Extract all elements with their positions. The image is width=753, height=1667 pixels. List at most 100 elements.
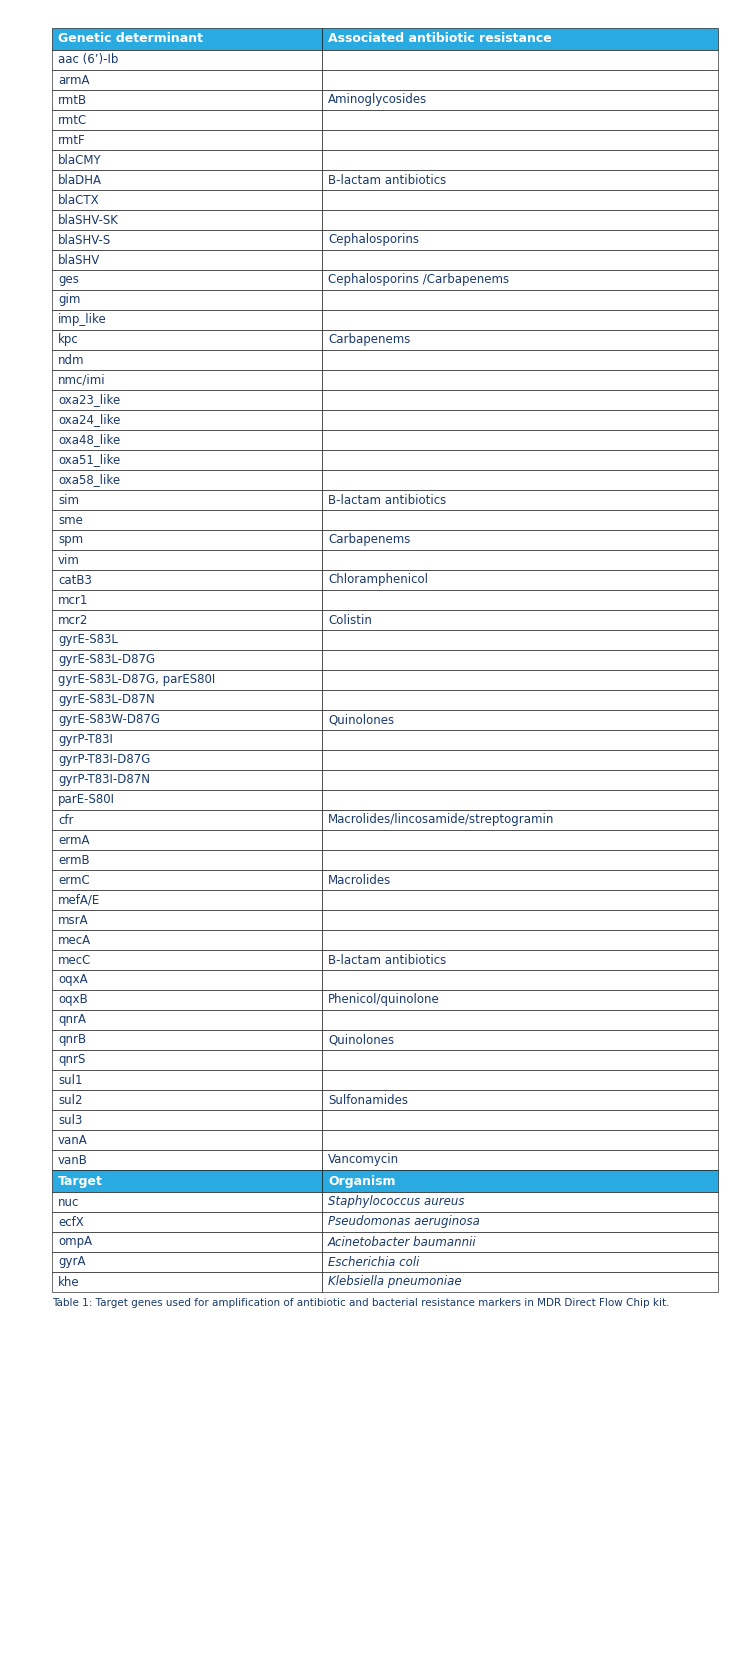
Text: nmc/imi: nmc/imi bbox=[58, 373, 105, 387]
Bar bbox=[52, 230, 322, 250]
Text: Phenicol/quinolone: Phenicol/quinolone bbox=[328, 994, 440, 1007]
Bar bbox=[322, 850, 718, 870]
Bar bbox=[322, 430, 718, 450]
Text: ermA: ermA bbox=[58, 834, 90, 847]
Bar bbox=[52, 1050, 322, 1070]
Text: Macrolides/lincosamide/streptogramin: Macrolides/lincosamide/streptogramin bbox=[328, 813, 554, 827]
Text: oxa48_like: oxa48_like bbox=[58, 433, 120, 447]
Text: gyrA: gyrA bbox=[58, 1255, 86, 1269]
Bar bbox=[52, 470, 322, 490]
Text: Cephalosporins /Carbapenems: Cephalosporins /Carbapenems bbox=[328, 273, 509, 287]
Text: gyrE-S83L: gyrE-S83L bbox=[58, 633, 118, 647]
Bar bbox=[322, 1030, 718, 1050]
Text: gyrP-T83I: gyrP-T83I bbox=[58, 733, 113, 747]
Bar bbox=[52, 550, 322, 570]
Bar bbox=[52, 870, 322, 890]
Bar bbox=[322, 970, 718, 990]
Text: mcr1: mcr1 bbox=[58, 593, 88, 607]
Text: oxa24_like: oxa24_like bbox=[58, 413, 120, 427]
Bar bbox=[322, 1192, 718, 1212]
Bar bbox=[322, 810, 718, 830]
Bar bbox=[322, 250, 718, 270]
Bar bbox=[322, 730, 718, 750]
Bar bbox=[322, 630, 718, 650]
Bar bbox=[322, 890, 718, 910]
Bar bbox=[52, 190, 322, 210]
Bar bbox=[52, 410, 322, 430]
Bar bbox=[322, 330, 718, 350]
Bar bbox=[322, 1070, 718, 1090]
Text: mcr2: mcr2 bbox=[58, 613, 88, 627]
Bar bbox=[52, 1212, 322, 1232]
Bar bbox=[52, 970, 322, 990]
Bar bbox=[322, 830, 718, 850]
Text: ermB: ermB bbox=[58, 854, 90, 867]
Bar bbox=[52, 990, 322, 1010]
Text: sul1: sul1 bbox=[58, 1074, 83, 1087]
Bar bbox=[52, 110, 322, 130]
Text: sim: sim bbox=[58, 493, 79, 507]
Text: ndm: ndm bbox=[58, 353, 84, 367]
Text: blaSHV: blaSHV bbox=[58, 253, 100, 267]
Bar bbox=[52, 210, 322, 230]
Text: rmtB: rmtB bbox=[58, 93, 87, 107]
Bar bbox=[322, 1090, 718, 1110]
Text: mecC: mecC bbox=[58, 954, 91, 967]
Bar bbox=[322, 1150, 718, 1170]
Text: oxa51_like: oxa51_like bbox=[58, 453, 120, 467]
Text: Acinetobacter baumannii: Acinetobacter baumannii bbox=[328, 1235, 477, 1249]
Text: Genetic determinant: Genetic determinant bbox=[58, 32, 203, 45]
Text: Target: Target bbox=[58, 1175, 103, 1187]
Bar bbox=[52, 950, 322, 970]
Text: mefA/E: mefA/E bbox=[58, 894, 100, 907]
Text: qnrB: qnrB bbox=[58, 1034, 86, 1047]
Bar bbox=[52, 810, 322, 830]
Bar bbox=[52, 430, 322, 450]
Bar bbox=[52, 330, 322, 350]
Text: vanA: vanA bbox=[58, 1134, 88, 1147]
Bar bbox=[52, 1252, 322, 1272]
Text: gyrE-S83W-D87G: gyrE-S83W-D87G bbox=[58, 713, 160, 727]
Bar bbox=[322, 510, 718, 530]
Bar bbox=[322, 1170, 718, 1192]
Text: Escherichia coli: Escherichia coli bbox=[328, 1255, 419, 1269]
Bar bbox=[52, 170, 322, 190]
Bar bbox=[52, 390, 322, 410]
Bar bbox=[52, 270, 322, 290]
Bar bbox=[52, 1170, 322, 1192]
Bar bbox=[52, 1090, 322, 1110]
Bar bbox=[52, 490, 322, 510]
Bar bbox=[322, 1050, 718, 1070]
Bar bbox=[52, 1070, 322, 1090]
Text: Carbapenems: Carbapenems bbox=[328, 333, 410, 347]
Bar bbox=[322, 990, 718, 1010]
Bar bbox=[322, 570, 718, 590]
Bar bbox=[322, 390, 718, 410]
Text: Associated antibiotic resistance: Associated antibiotic resistance bbox=[328, 32, 552, 45]
Bar bbox=[52, 90, 322, 110]
Text: B-lactam antibiotics: B-lactam antibiotics bbox=[328, 954, 447, 967]
Text: catB3: catB3 bbox=[58, 573, 92, 587]
Text: oqxA: oqxA bbox=[58, 974, 87, 987]
Bar bbox=[52, 130, 322, 150]
Bar bbox=[52, 690, 322, 710]
Bar bbox=[52, 830, 322, 850]
Text: Sulfonamides: Sulfonamides bbox=[328, 1094, 408, 1107]
Text: blaDHA: blaDHA bbox=[58, 173, 102, 187]
Text: B-lactam antibiotics: B-lactam antibiotics bbox=[328, 173, 447, 187]
Text: ermC: ermC bbox=[58, 874, 90, 887]
Bar bbox=[322, 670, 718, 690]
Bar bbox=[322, 50, 718, 70]
Text: armA: armA bbox=[58, 73, 90, 87]
Bar bbox=[322, 470, 718, 490]
Bar bbox=[52, 350, 322, 370]
Text: ges: ges bbox=[58, 273, 79, 287]
Bar bbox=[322, 550, 718, 570]
Text: sme: sme bbox=[58, 513, 83, 527]
Bar bbox=[322, 930, 718, 950]
Bar bbox=[52, 750, 322, 770]
Bar bbox=[322, 690, 718, 710]
Bar bbox=[52, 150, 322, 170]
Bar bbox=[52, 1110, 322, 1130]
Text: Quinolones: Quinolones bbox=[328, 713, 394, 727]
